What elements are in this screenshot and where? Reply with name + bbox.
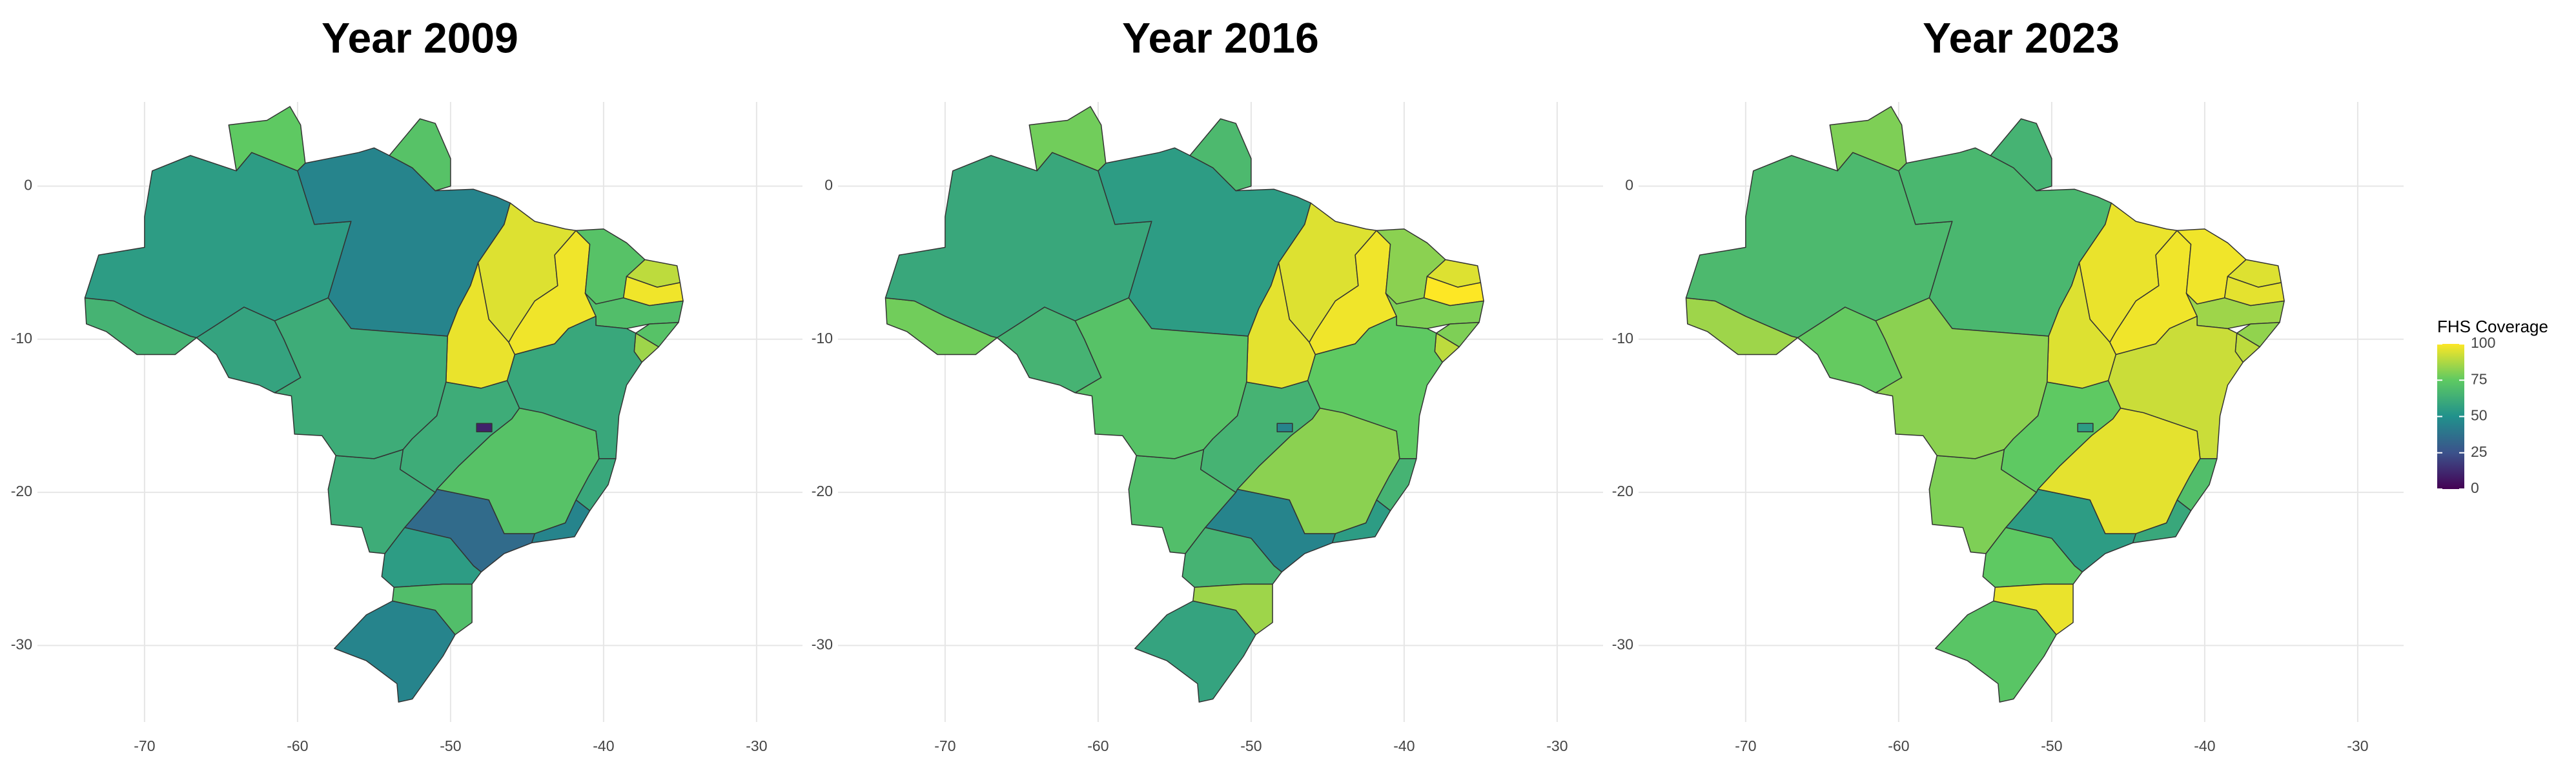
x-tick-label: -30 [2347, 737, 2368, 754]
y-tick-label: -10 [1612, 330, 1633, 346]
map-title: Year 2009 [322, 14, 518, 61]
state-region [334, 600, 456, 703]
y-tick-label: -30 [11, 636, 32, 652]
state-region [399, 380, 520, 493]
state-region [1829, 106, 1907, 172]
state-region [1028, 106, 1107, 172]
map-title: Year 2016 [1122, 14, 1319, 61]
legend-tick-label: 50 [2471, 407, 2488, 424]
state-region [2000, 380, 2121, 493]
state-region [996, 306, 1102, 394]
x-tick-label: -30 [1546, 737, 1568, 754]
x-tick-label: -40 [1393, 737, 1415, 754]
x-tick-label: -50 [1240, 737, 1262, 754]
legend-tick-label: 75 [2471, 370, 2488, 387]
state-region [2077, 423, 2094, 433]
y-tick-label: -20 [1612, 483, 1633, 499]
state-region [1935, 600, 2057, 703]
state-region [1189, 118, 1252, 192]
state-region [1134, 600, 1256, 703]
x-tick-label: -40 [593, 737, 614, 754]
x-tick-label: -70 [934, 737, 956, 754]
state-region [1276, 423, 1293, 433]
x-tick-label: -50 [440, 737, 461, 754]
map [84, 106, 684, 703]
state-region [476, 423, 493, 433]
x-tick-label: -60 [1888, 737, 1909, 754]
y-tick-label: -30 [812, 636, 833, 652]
y-tick-label: -10 [11, 330, 32, 346]
legend-tick-label: 0 [2471, 479, 2479, 496]
x-tick-label: -40 [2194, 737, 2215, 754]
y-tick-label: -20 [11, 483, 32, 499]
y-tick-label: 0 [824, 177, 833, 194]
x-tick-label: -60 [287, 737, 308, 754]
x-tick-label: -70 [134, 737, 155, 754]
y-tick-label: 0 [1625, 177, 1633, 194]
x-tick-label: -70 [1735, 737, 1756, 754]
state-region [1200, 380, 1321, 493]
state-region [1990, 118, 2052, 192]
y-tick-label: -20 [812, 483, 833, 499]
x-tick-label: -50 [2041, 737, 2062, 754]
x-tick-label: -60 [1087, 737, 1109, 754]
state-region [228, 106, 306, 172]
legend-tick-label: 100 [2471, 334, 2495, 351]
state-region [196, 306, 302, 394]
x-tick-label: -30 [746, 737, 767, 754]
map [1685, 106, 2285, 703]
legend-tick-label: 25 [2471, 443, 2488, 460]
map [884, 106, 1484, 703]
y-tick-label: -10 [812, 330, 833, 346]
y-tick-label: -30 [1612, 636, 1633, 652]
y-tick-label: 0 [24, 177, 32, 194]
state-region [1797, 306, 1903, 394]
state-region [389, 118, 451, 192]
map-title: Year 2023 [1923, 14, 2120, 61]
legend-title: FHS Coverage [2437, 317, 2548, 336]
